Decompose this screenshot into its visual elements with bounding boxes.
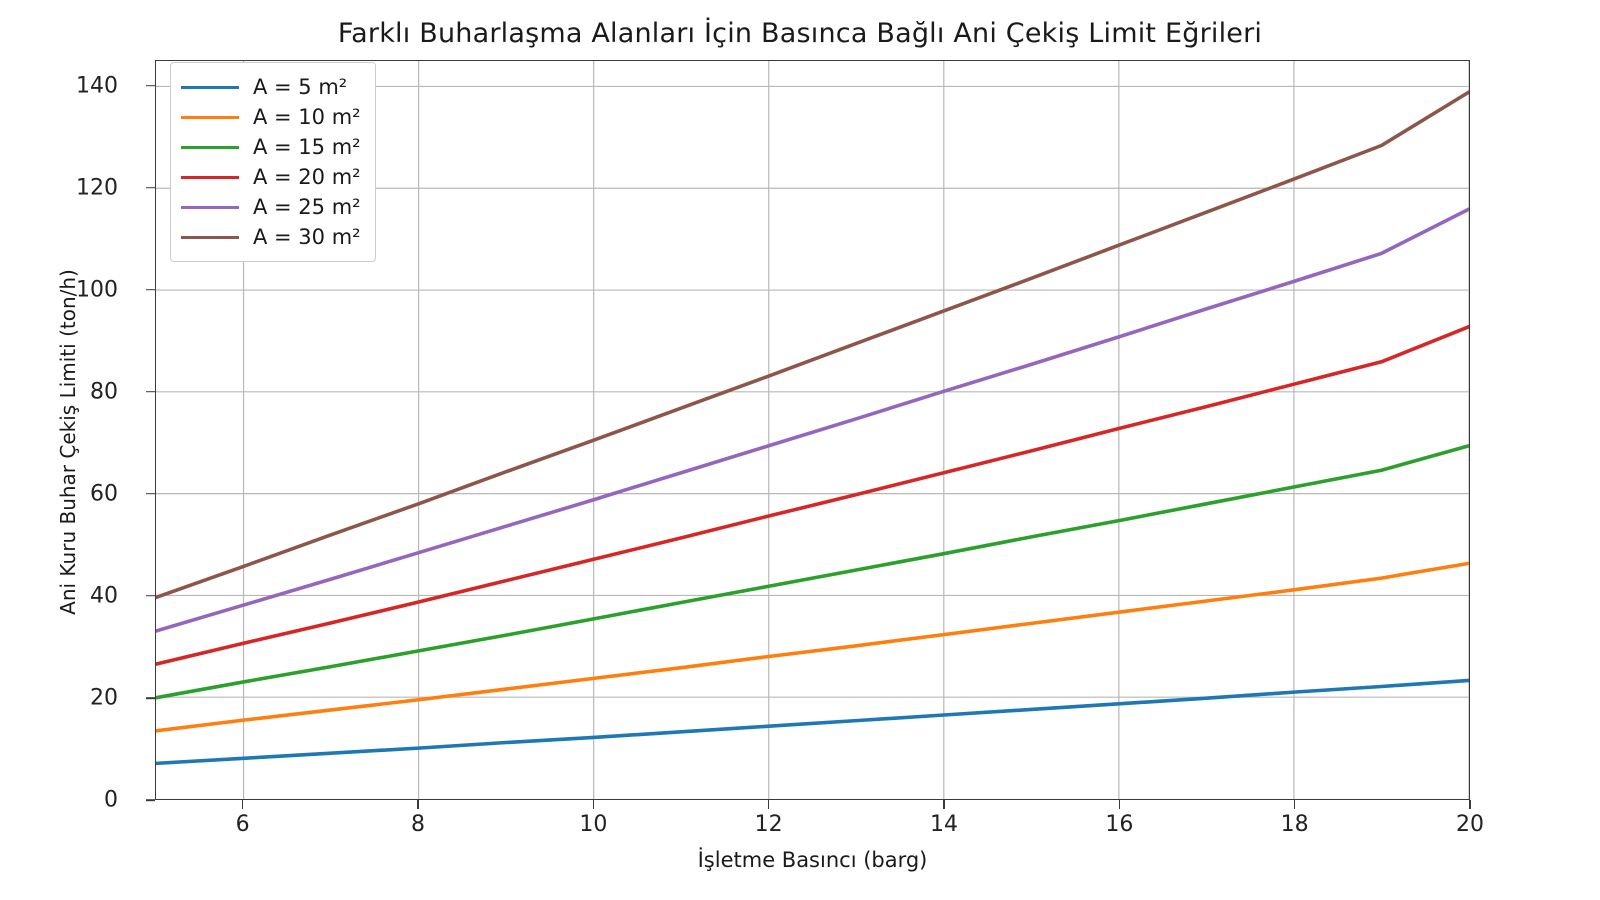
legend-item[interactable]: A = 20 m² (181, 162, 361, 192)
y-tick-label: 80 (90, 379, 118, 405)
legend-item[interactable]: A = 10 m² (181, 102, 361, 132)
y-tick-mark (146, 288, 155, 291)
x-tick-label: 18 (1280, 812, 1309, 837)
y-tick-label: 120 (76, 175, 118, 201)
x-tick-label: 20 (1456, 812, 1484, 837)
x-tick-label: 10 (579, 812, 608, 837)
legend-label: A = 25 m² (253, 195, 361, 219)
legend-item[interactable]: A = 25 m² (181, 192, 361, 222)
x-tick-mark (943, 800, 945, 809)
y-tick-mark (146, 390, 155, 393)
x-tick-label: 14 (930, 812, 958, 837)
legend-swatch-line-icon (181, 205, 239, 209)
data-lines (156, 90, 1469, 766)
x-tick-label: 6 (235, 812, 250, 837)
series-line-5 (156, 90, 1469, 600)
x-tick-label: 16 (1105, 812, 1134, 837)
series-line-3 (156, 324, 1469, 666)
x-tick-mark (417, 800, 419, 809)
chart-title: Farklı Buharlaşma Alanları İçin Basınca … (337, 18, 1263, 49)
legend-item[interactable]: A = 30 m² (181, 222, 361, 252)
y-tick-mark (146, 84, 155, 87)
y-tick-mark (146, 595, 155, 597)
series-line-2 (156, 443, 1469, 700)
legend-item[interactable]: A = 5 m² (181, 72, 361, 102)
series-line-0 (156, 678, 1469, 766)
y-tick-label: 40 (90, 583, 118, 609)
y-tick-label: 0 (104, 787, 118, 813)
chart-legend[interactable]: A = 5 m² A = 10 m² A = 15 m² A = 20 m² A = 2… (170, 62, 376, 262)
legend-swatch-line-icon (181, 175, 239, 179)
y-tick-mark (146, 799, 155, 801)
x-tick-mark (1293, 800, 1296, 809)
legend-item[interactable]: A = 15 m² (181, 132, 361, 162)
x-tick-mark (767, 800, 770, 809)
legend-label: A = 5 m² (253, 75, 348, 99)
legend-label: A = 15 m² (253, 135, 361, 159)
legend-swatch-line-icon (181, 145, 239, 149)
y-tick-mark (146, 186, 155, 189)
y-tick-label: 100 (76, 277, 118, 303)
legend-label: A = 30 m² (253, 225, 361, 249)
legend-label: A = 10 m² (253, 105, 361, 129)
x-tick-mark (1118, 800, 1121, 809)
y-tick-mark (146, 697, 155, 699)
y-tick-label: 140 (76, 73, 118, 99)
y-tick-label: 20 (90, 685, 118, 711)
x-tick-mark (592, 800, 595, 809)
x-tick-mark (1469, 800, 1471, 809)
series-line-1 (156, 561, 1469, 733)
x-tick-mark (241, 800, 244, 809)
x-tick-label: 8 (411, 812, 425, 837)
x-tick-label: 12 (754, 812, 783, 837)
legend-swatch-line-icon (181, 85, 239, 89)
legend-swatch-line-icon (181, 115, 239, 119)
y-tick-label: 60 (90, 481, 118, 507)
legend-swatch-line-icon (181, 235, 239, 239)
x-axis-label: İşletme Basıncı (barg) (697, 848, 928, 872)
y-tick-mark (146, 492, 155, 495)
series-line-4 (156, 207, 1469, 633)
legend-label: A = 20 m² (253, 165, 361, 189)
